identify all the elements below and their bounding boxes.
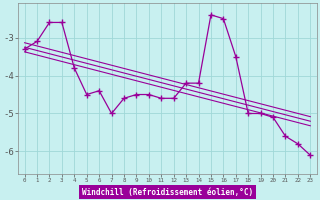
X-axis label: Windchill (Refroidissement éolien,°C): Windchill (Refroidissement éolien,°C) — [82, 188, 253, 197]
